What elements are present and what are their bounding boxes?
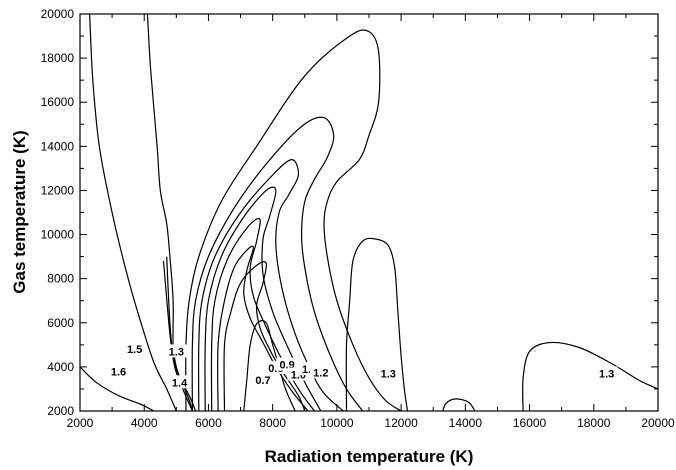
contour-label: 1.6 [111,366,126,378]
x-tick-label: 10000 [320,416,354,430]
x-tick-label: 8000 [259,416,286,430]
y-axis-title: Gas temperature (K) [10,130,29,293]
x-tick-label: 14000 [449,416,483,430]
contour-label-bg [377,366,400,380]
contour-label-bg [165,344,188,358]
y-tick-label: 18000 [41,51,75,65]
x-tick-label: 18000 [577,416,611,430]
contour-line [79,366,155,412]
y-tick-label: 2000 [47,404,74,418]
x-tick-label: 6000 [195,416,222,430]
contour-label: 1.3 [599,369,614,381]
contour-label: 1.3 [169,346,184,358]
contour-line [522,341,659,412]
contour-label: 0.7 [255,375,270,387]
x-axis-title: Radiation temperature (K) [265,447,474,466]
contour-line [442,398,476,412]
contour-label: 1.2 [313,367,328,379]
contour-label-bg [123,342,146,356]
x-tick-label: 4000 [131,416,158,430]
x-tick-label: 20000 [641,416,675,430]
y-tick-label: 16000 [41,95,75,109]
y-tick-label: 14000 [41,139,75,153]
contour-line [191,116,364,412]
x-tick-label: 16000 [513,416,547,430]
contour-line [243,320,296,412]
contour-line [89,13,177,412]
contour-label-bg [309,365,332,379]
contour-label: 1.5 [127,344,142,356]
contour-line [197,158,344,412]
contour-label-bg [595,366,618,380]
x-tick-label: 2000 [67,416,94,430]
axis-ticks: 2000 4000 6000 8000 10000 12000 14000 16000 1800… [41,7,675,430]
y-tick-label: 10000 [41,228,75,242]
contour-lines [79,13,659,412]
contour-line [345,237,409,412]
contour-label-bg [276,357,299,371]
contour-line [166,256,197,412]
y-tick-label: 4000 [47,360,74,374]
y-tick-label: 20000 [41,7,75,21]
contour-label: 1.3 [381,369,396,381]
x-tick-label: 12000 [384,416,418,430]
y-tick-label: 12000 [41,183,75,197]
y-tick-label: 6000 [47,316,74,330]
contour-line [185,29,402,412]
contour-label-bg [168,375,191,389]
contour-line [204,186,322,412]
contour-label-bg [107,364,130,378]
contour-labels: 1.61.5 1.31.4 0.70.80.91.01.11.2 1.3 1.3 [107,342,618,389]
y-tick-label: 8000 [47,272,74,286]
contour-label-bg [252,373,275,387]
contour-label: 1.4 [172,377,188,389]
